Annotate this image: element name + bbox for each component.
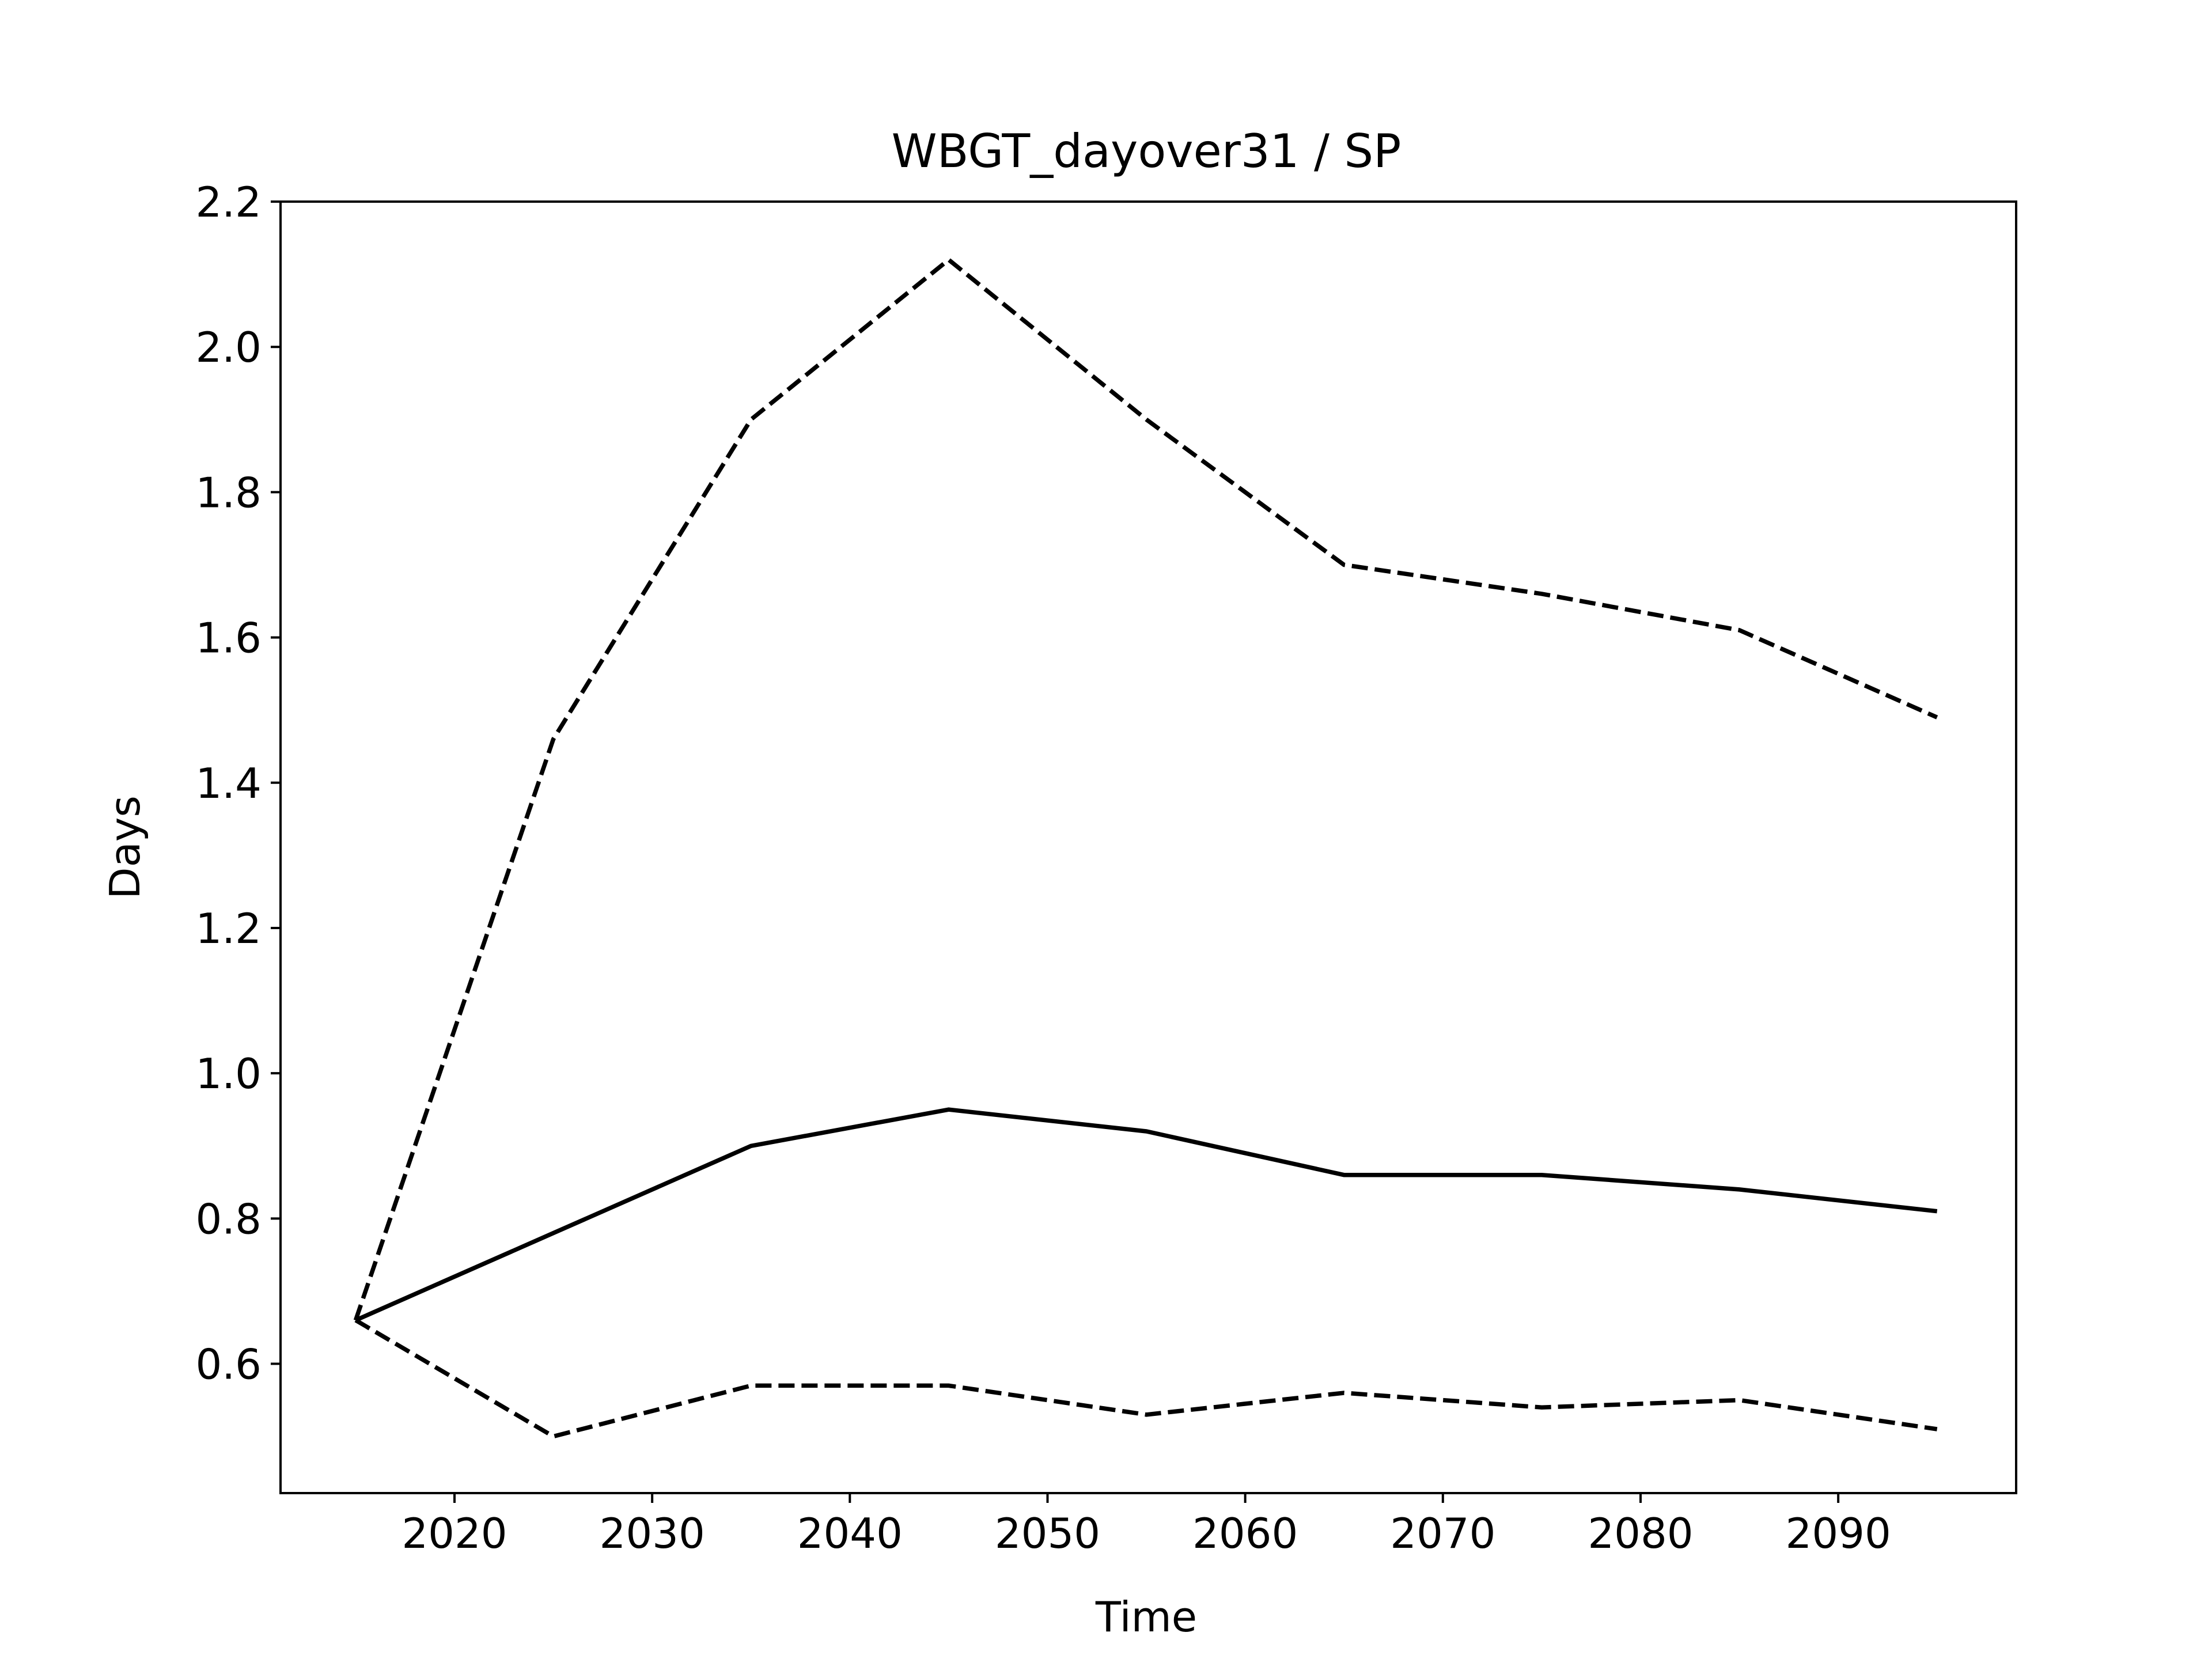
x-axis: 2020 2030 2040 2050 2060 2070 2080 2090 bbox=[402, 1493, 1891, 1558]
y-tick-label: 1.8 bbox=[195, 468, 262, 517]
y-tick-label: 0.6 bbox=[195, 1340, 262, 1389]
chart-title: WBGT_dayover31 / SP bbox=[892, 124, 1402, 178]
x-tick-label: 2080 bbox=[1588, 1509, 1693, 1558]
y-tick-label: 0.8 bbox=[195, 1195, 262, 1243]
y-axis: 0.6 0.8 1.0 1.2 1.4 1.6 1.8 2.0 2.2 bbox=[195, 178, 281, 1389]
series-layer bbox=[353, 257, 1938, 1439]
series-line-1 bbox=[353, 257, 1938, 1321]
y-tick-label: 2.2 bbox=[195, 178, 262, 226]
x-tick-label: 2020 bbox=[402, 1509, 507, 1558]
y-tick-label: 1.0 bbox=[195, 1050, 262, 1098]
x-tick-label: 2070 bbox=[1390, 1509, 1495, 1558]
x-tick-label: 2060 bbox=[1192, 1509, 1298, 1558]
x-tick-label: 2030 bbox=[600, 1509, 705, 1558]
series-line-2 bbox=[354, 1107, 1938, 1323]
plot-frame bbox=[279, 200, 2017, 1494]
x-tick-label: 2050 bbox=[995, 1509, 1100, 1558]
y-tick-label: 1.6 bbox=[195, 614, 262, 662]
x-axis-label: Time bbox=[1095, 1593, 1197, 1641]
series-line-3 bbox=[354, 1318, 1938, 1439]
y-tick-label: 1.2 bbox=[195, 904, 262, 953]
y-tick-label: 2.0 bbox=[195, 323, 262, 372]
x-tick-label: 2090 bbox=[1786, 1509, 1891, 1558]
y-axis-label: Days bbox=[101, 796, 149, 899]
x-tick-label: 2040 bbox=[797, 1509, 903, 1558]
y-tick-label: 1.4 bbox=[195, 759, 262, 808]
